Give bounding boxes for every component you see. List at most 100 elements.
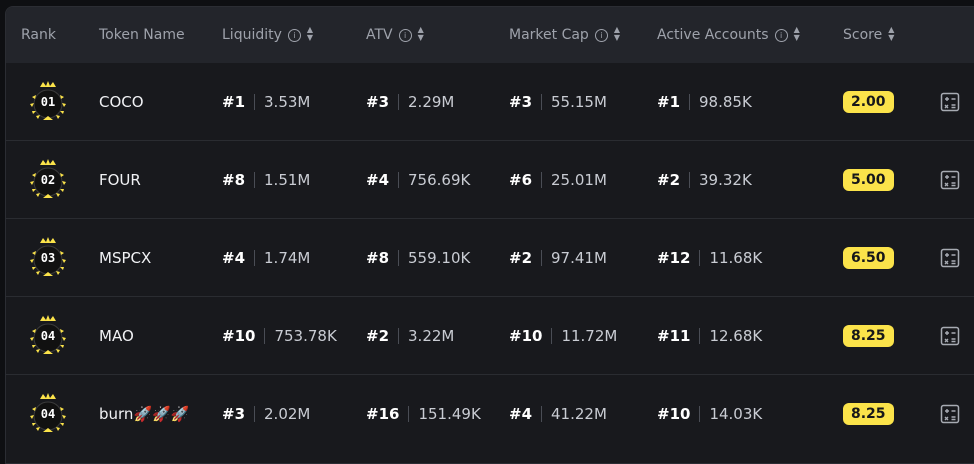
- divider: [254, 93, 256, 110]
- rank-cell: 03: [6, 231, 99, 285]
- liquidity-value: 1.74M: [264, 248, 311, 267]
- divider: [541, 405, 543, 422]
- divider: [254, 405, 256, 422]
- col-active-accounts[interactable]: Active Accounts i ▲ ▼: [657, 25, 843, 44]
- calculator-icon[interactable]: [940, 92, 960, 112]
- col-atv-label: ATV: [366, 27, 393, 43]
- info-icon[interactable]: i: [398, 28, 412, 42]
- rank-badge-number: 04: [40, 328, 56, 343]
- crown-laurel-icon: [30, 314, 66, 354]
- actions-cell: [940, 404, 974, 424]
- market-cap-value: 41.22M: [551, 404, 607, 423]
- active-accounts-value: 39.32K: [699, 170, 752, 189]
- divider: [699, 405, 701, 422]
- active-accounts-rank: #1: [657, 92, 681, 111]
- liquidity-value: 753.78K: [274, 326, 337, 345]
- sort-icon[interactable]: ▲ ▼: [417, 25, 424, 42]
- score-badge: 8.25: [843, 324, 894, 347]
- active-accounts-rank: #2: [657, 170, 681, 189]
- divider: [264, 327, 266, 344]
- atv-rank: #16: [366, 404, 400, 423]
- active-accounts-cell: #12 11.68K: [657, 249, 843, 267]
- liquidity-rank: #1: [222, 92, 246, 111]
- market-cap-rank: #10: [509, 326, 543, 345]
- market-cap-cell: #6 25.01M: [509, 171, 657, 189]
- col-score[interactable]: Score ▲ ▼: [843, 25, 940, 44]
- info-icon[interactable]: i: [594, 28, 608, 42]
- rank-badge: 02: [21, 153, 75, 207]
- crown-laurel-icon: [30, 158, 66, 198]
- market-cap-rank: #2: [509, 248, 533, 267]
- table-row[interactable]: 03 MSPCX #4 1.74M #8 559.10K #2 97.41M #12 1…: [6, 219, 974, 297]
- table-row[interactable]: 02 FOUR #8 1.51M #4 756.69K #6 25.01M #2 39.…: [6, 141, 974, 219]
- score-cell: 8.25: [843, 324, 940, 347]
- divider: [398, 249, 400, 266]
- sort-icon[interactable]: ▲ ▼: [306, 25, 313, 42]
- col-market-cap-label: Market Cap: [509, 27, 589, 43]
- table-row[interactable]: 01 COCO #1 3.53M #3 2.29M #3 55.15M #1 98.85…: [6, 63, 974, 141]
- active-accounts-cell: #2 39.32K: [657, 171, 843, 189]
- actions-cell: [940, 92, 974, 112]
- atv-rank: #4: [366, 170, 390, 189]
- sort-icon[interactable]: ▲ ▼: [613, 25, 620, 42]
- rank-cell: 04: [6, 309, 99, 363]
- active-accounts-rank: #12: [657, 248, 691, 267]
- atv-cell: #2 3.22M: [366, 327, 509, 345]
- divider: [699, 327, 701, 344]
- divider: [398, 327, 400, 344]
- rank-badge-number: 03: [40, 250, 56, 265]
- active-accounts-cell: #11 12.68K: [657, 327, 843, 345]
- market-cap-value: 97.41M: [551, 248, 607, 267]
- divider: [541, 249, 543, 266]
- market-cap-cell: #3 55.15M: [509, 93, 657, 111]
- token-name[interactable]: MAO: [99, 326, 134, 345]
- col-rank-label: Rank: [21, 27, 56, 43]
- market-cap-rank: #3: [509, 92, 533, 111]
- atv-value: 559.10K: [408, 248, 471, 267]
- atv-rank: #3: [366, 92, 390, 111]
- table-row[interactable]: 04 burn🚀🚀🚀 #3 2.02M #16 151.49K #4 41.22M #…: [6, 375, 974, 452]
- atv-value: 151.49K: [418, 404, 481, 423]
- table-row[interactable]: 04 MAO #10 753.78K #2 3.22M #10 11.72M #11 1…: [6, 297, 974, 375]
- info-icon[interactable]: i: [774, 28, 788, 42]
- col-market-cap[interactable]: Market Cap i ▲ ▼: [509, 25, 657, 44]
- col-liquidity[interactable]: Liquidity i ▲ ▼: [222, 25, 366, 44]
- divider: [398, 171, 400, 188]
- crown-laurel-icon: [30, 392, 66, 432]
- calculator-icon[interactable]: [940, 326, 960, 346]
- divider: [398, 93, 400, 110]
- liquidity-cell: #1 3.53M: [222, 93, 366, 111]
- atv-rank: #8: [366, 248, 390, 267]
- token-name[interactable]: burn🚀🚀🚀: [99, 404, 190, 423]
- token-name[interactable]: COCO: [99, 92, 144, 111]
- crown-laurel-icon: [30, 80, 66, 120]
- token-name[interactable]: MSPCX: [99, 248, 152, 267]
- score-cell: 2.00: [843, 90, 940, 113]
- rank-badge: 01: [21, 75, 75, 129]
- token-name[interactable]: FOUR: [99, 170, 141, 189]
- col-atv[interactable]: ATV i ▲ ▼: [366, 25, 509, 44]
- score-badge: 8.25: [843, 402, 894, 425]
- info-icon[interactable]: i: [287, 28, 301, 42]
- divider: [551, 327, 553, 344]
- score-badge: 5.00: [843, 168, 894, 191]
- market-cap-cell: #10 11.72M: [509, 327, 657, 345]
- liquidity-cell: #4 1.74M: [222, 249, 366, 267]
- crown-laurel-icon: [30, 236, 66, 276]
- calculator-icon[interactable]: [940, 170, 960, 190]
- rank-badge: 04: [21, 387, 75, 441]
- calculator-icon[interactable]: [940, 248, 960, 268]
- liquidity-rank: #3: [222, 404, 246, 423]
- sort-icon[interactable]: ▲ ▼: [793, 25, 800, 42]
- score-cell: 8.25: [843, 402, 940, 425]
- market-cap-value: 55.15M: [551, 92, 607, 111]
- col-active-accounts-label: Active Accounts: [657, 27, 769, 43]
- rank-cell: 04: [6, 387, 99, 441]
- col-rank: Rank: [6, 27, 99, 43]
- rank-badge-number: 04: [40, 406, 56, 421]
- calculator-icon[interactable]: [940, 404, 960, 424]
- atv-cell: #3 2.29M: [366, 93, 509, 111]
- atv-cell: #8 559.10K: [366, 249, 509, 267]
- divider: [541, 171, 543, 188]
- sort-icon[interactable]: ▲ ▼: [888, 25, 894, 42]
